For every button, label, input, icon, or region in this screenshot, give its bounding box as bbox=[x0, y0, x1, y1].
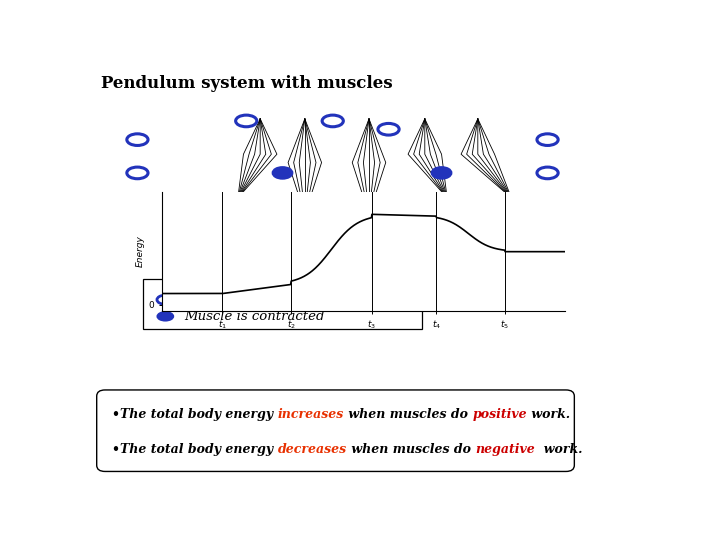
Y-axis label: Energy: Energy bbox=[136, 235, 145, 267]
Text: •The total body energy: •The total body energy bbox=[112, 408, 278, 421]
Text: Muscle is not contracted: Muscle is not contracted bbox=[184, 293, 351, 306]
Text: Pendulum system with muscles: Pendulum system with muscles bbox=[101, 75, 393, 92]
Ellipse shape bbox=[432, 167, 451, 178]
Text: Muscle is contracted: Muscle is contracted bbox=[184, 310, 324, 323]
FancyBboxPatch shape bbox=[143, 279, 422, 329]
Text: •The total body energy: •The total body energy bbox=[112, 443, 278, 456]
Text: positive: positive bbox=[472, 408, 527, 421]
Ellipse shape bbox=[273, 167, 292, 178]
Text: work.: work. bbox=[535, 443, 582, 456]
Text: decreases: decreases bbox=[278, 443, 347, 456]
FancyBboxPatch shape bbox=[96, 390, 575, 471]
Text: work.: work. bbox=[527, 408, 570, 421]
Text: when muscles do: when muscles do bbox=[344, 408, 472, 421]
Text: negative: negative bbox=[475, 443, 535, 456]
Text: when muscles do: when muscles do bbox=[347, 443, 475, 456]
Text: increases: increases bbox=[278, 408, 344, 421]
Ellipse shape bbox=[158, 312, 173, 321]
